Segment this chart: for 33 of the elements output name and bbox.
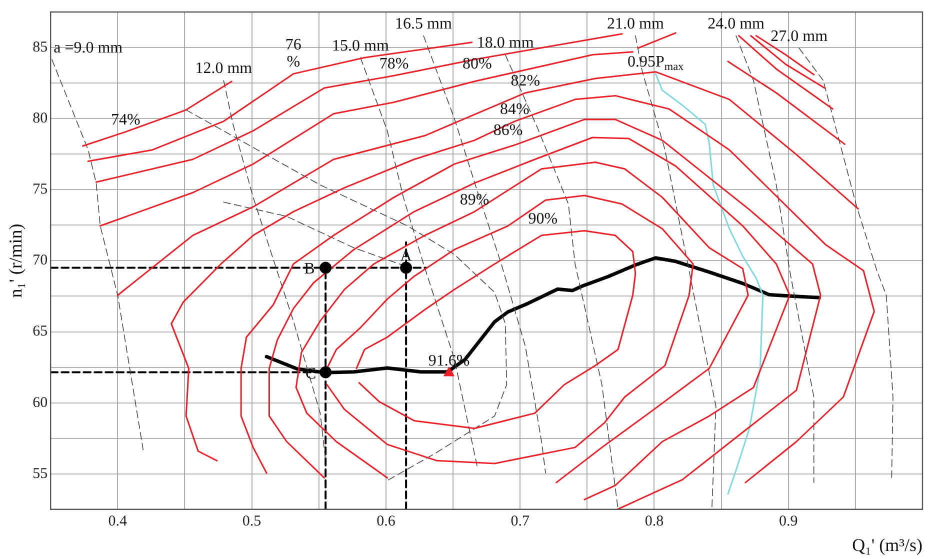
- y-tick-label: 70: [32, 252, 48, 269]
- x-tick-label: 0.5: [242, 513, 262, 530]
- y-tick-label: 60: [32, 394, 48, 411]
- annotation: 18.0 mm: [476, 34, 534, 52]
- annotation: 89%: [460, 191, 490, 208]
- y-tick-label: 85: [32, 39, 48, 56]
- x-tick-label: 0.9: [778, 513, 798, 530]
- annotation: 84%: [500, 100, 530, 118]
- annotation: 80%: [462, 55, 492, 72]
- annotation: 15.0 mm: [332, 37, 390, 54]
- annotation: a =9.0 mm: [54, 39, 124, 56]
- x-tick-label: 0.7: [510, 513, 530, 530]
- y-tick-label: 55: [32, 466, 48, 482]
- x-tick-label: 0.8: [644, 513, 664, 530]
- x-axis-title: Q₁' (m³/s): [852, 534, 922, 555]
- annotation: 16.5 mm: [395, 15, 453, 32]
- y-tick-label: 80: [32, 110, 48, 127]
- annotation: 76 %: [285, 36, 302, 71]
- annotation: 86%: [493, 122, 523, 139]
- annotation: 12.0 mm: [195, 60, 253, 78]
- annotation: 90%: [528, 210, 558, 228]
- y-tick-label: 75: [32, 182, 48, 198]
- annotation: 74%: [111, 112, 140, 129]
- annotation: 21.0 mm: [607, 15, 664, 32]
- annotation: 78%: [379, 55, 409, 72]
- x-tick-label: 0.6: [376, 513, 396, 530]
- y-tick-label: 65: [32, 324, 48, 340]
- annotation: 27.0 mm: [770, 28, 828, 45]
- annotation: 24.0 mm: [708, 15, 766, 32]
- annotation: 82%: [510, 72, 540, 90]
- y-axis-title: n₁' (r/min): [6, 224, 26, 298]
- x-tick-label: 0.4: [108, 513, 128, 530]
- annotation: A: [400, 248, 412, 265]
